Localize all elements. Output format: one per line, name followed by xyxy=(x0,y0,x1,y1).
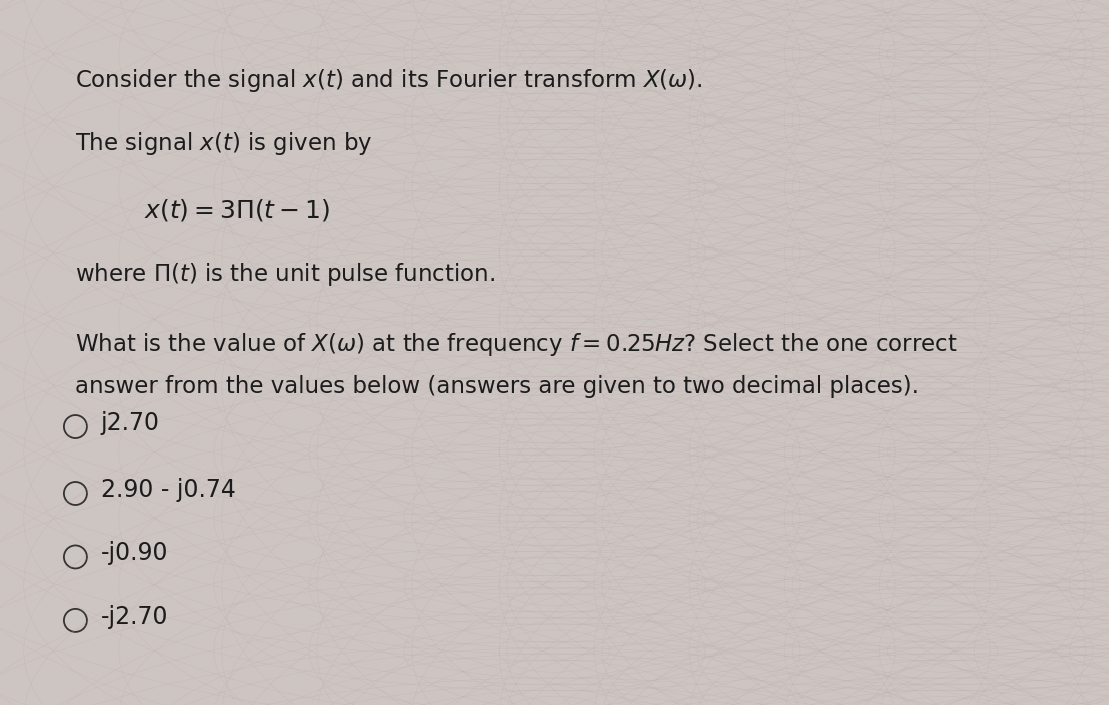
Text: -j2.70: -j2.70 xyxy=(101,605,169,629)
Text: answer from the values below (answers are given to two decimal places).: answer from the values below (answers ar… xyxy=(75,375,919,398)
Text: What is the value of $X(\omega)$ at the frequency $f = 0.25Hz$? Select the one c: What is the value of $X(\omega)$ at the … xyxy=(75,331,958,358)
Text: -j0.90: -j0.90 xyxy=(101,541,169,565)
Text: $x(t) = 3\Pi(t - 1)$: $x(t) = 3\Pi(t - 1)$ xyxy=(144,197,330,223)
Text: j2.70: j2.70 xyxy=(101,411,160,435)
Text: 2.90 - j0.74: 2.90 - j0.74 xyxy=(101,478,235,502)
Text: The signal $x(t)$ is given by: The signal $x(t)$ is given by xyxy=(75,130,373,157)
Text: where $\Pi(t)$ is the unit pulse function.: where $\Pi(t)$ is the unit pulse functio… xyxy=(75,261,496,288)
Text: Consider the signal $x(t)$ and its Fourier transform $X(\omega)$.: Consider the signal $x(t)$ and its Fouri… xyxy=(75,67,703,94)
